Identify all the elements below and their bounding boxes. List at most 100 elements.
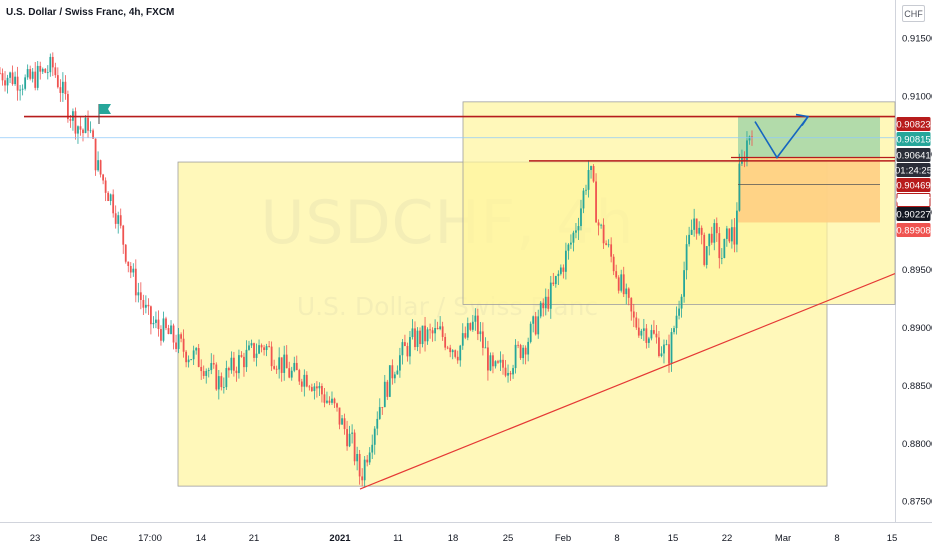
- candle-body: [421, 325, 424, 345]
- candle-body: [723, 238, 726, 258]
- candle-body: [715, 223, 718, 234]
- candle-body: [197, 348, 200, 367]
- candle-body: [386, 381, 389, 397]
- candle-body: [605, 243, 608, 245]
- candle-body: [64, 81, 67, 95]
- candle-body: [607, 244, 610, 246]
- candle-body: [245, 349, 248, 368]
- candle-body: [336, 403, 338, 408]
- candle-body: [232, 357, 235, 371]
- candle-body: [557, 273, 560, 277]
- candle-body: [132, 268, 135, 273]
- target-zone: [738, 116, 880, 158]
- candle-body: [542, 302, 545, 309]
- price-tag-label: 0.90227: [896, 209, 930, 220]
- candle-body: [139, 292, 142, 300]
- candle-body: [436, 327, 439, 330]
- candle-body: [492, 355, 494, 367]
- candle-body: [416, 330, 419, 348]
- currency-button[interactable]: CHF: [902, 5, 925, 22]
- candle-body: [258, 345, 260, 354]
- candle-body: [660, 353, 663, 357]
- candle-body: [230, 357, 233, 371]
- candle-body: [217, 376, 220, 390]
- candle-body: [507, 372, 509, 376]
- candle-body: [713, 223, 716, 243]
- candle-body: [318, 386, 321, 389]
- candle-body: [31, 71, 34, 79]
- candle-body: [34, 71, 37, 88]
- candle-body: [743, 157, 746, 162]
- price-tag: 0.90227: [896, 207, 931, 221]
- candle-body: [710, 233, 713, 243]
- candle-body: [165, 318, 167, 329]
- time-axis-label: Mar: [775, 533, 791, 544]
- candle-body: [572, 232, 575, 243]
- candle-body: [441, 326, 444, 337]
- candle-body: [663, 344, 665, 354]
- candle-body: [419, 330, 421, 345]
- candle-body: [746, 140, 748, 162]
- price-tag: 0.90469: [896, 178, 931, 192]
- candle-body: [84, 117, 87, 134]
- candle-body: [356, 453, 359, 462]
- candle-body: [736, 210, 738, 245]
- candle-body: [517, 344, 520, 346]
- candle-body: [92, 130, 94, 139]
- price-tag: 0.89908: [896, 223, 931, 237]
- candle-body: [175, 342, 177, 349]
- time-axis-label: 23: [30, 533, 41, 544]
- candle-body: [534, 316, 537, 335]
- candle-body: [283, 354, 286, 373]
- candle-body: [341, 418, 343, 425]
- candle-body: [383, 381, 386, 408]
- candle-body: [497, 361, 499, 363]
- price-tag: 0.90823: [896, 117, 931, 131]
- candle-body: [155, 319, 157, 323]
- candle-body: [273, 366, 276, 369]
- candle-body: [102, 174, 105, 181]
- candle-body: [250, 343, 253, 346]
- candle-body: [56, 75, 59, 88]
- price-tag-bg: [896, 163, 931, 177]
- time-axis-label: 17:00: [138, 533, 162, 544]
- candle-body: [615, 271, 618, 278]
- projection-arrowhead: [795, 113, 810, 126]
- candle-body: [293, 362, 296, 371]
- candle-body: [481, 331, 484, 348]
- candle-body: [414, 328, 416, 348]
- candle-body: [308, 386, 311, 388]
- candle-body: [170, 325, 172, 335]
- price-axis-area: [895, 0, 932, 550]
- candle-body: [627, 288, 630, 298]
- candle-body: [368, 452, 371, 463]
- candle-body: [730, 227, 733, 242]
- price-tag-label: 0.90641: [896, 150, 930, 161]
- candle-body: [67, 94, 69, 120]
- candle-body: [305, 374, 308, 387]
- candle-body: [172, 325, 175, 343]
- candle-body: [434, 327, 437, 334]
- candle-body: [328, 400, 331, 403]
- candle-body: [464, 333, 467, 338]
- candle-body: [321, 386, 323, 395]
- stop-zone: [738, 157, 880, 223]
- candle-body: [502, 359, 504, 368]
- candle-body: [371, 444, 374, 453]
- candle-body: [645, 328, 648, 343]
- candle-body: [665, 344, 668, 346]
- price-tag: 0.90641: [896, 148, 931, 162]
- candle-body: [751, 136, 753, 138]
- candle-body: [700, 227, 703, 235]
- candle-body: [150, 306, 152, 325]
- candle-body: [675, 315, 678, 329]
- time-axis-label: Dec: [91, 533, 108, 544]
- candle-body: [635, 317, 638, 328]
- candle-body: [298, 370, 301, 382]
- candle-body: [552, 282, 555, 285]
- candle-body: [494, 361, 497, 367]
- candle-body: [107, 192, 110, 202]
- price-tag-bg: [896, 148, 931, 162]
